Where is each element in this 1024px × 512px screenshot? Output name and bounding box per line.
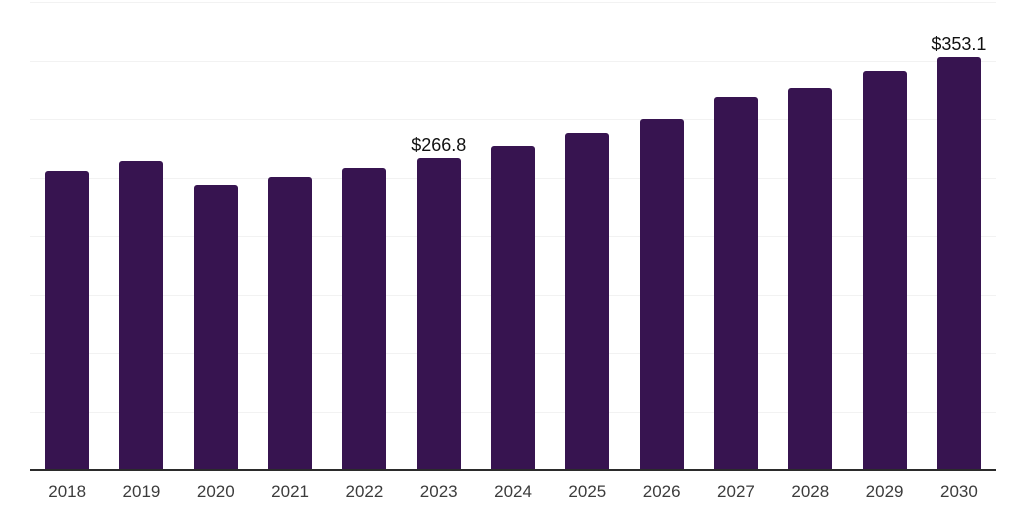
x-tick-2020: 2020 [196, 482, 235, 501]
bar-column-2025 [550, 2, 624, 470]
bar-2028 [788, 88, 833, 470]
gridline-300 [30, 119, 996, 120]
bar-2019 [119, 160, 164, 470]
x-axis-line [30, 469, 996, 471]
bar-column-2019 [104, 2, 178, 470]
bar-2021 [268, 177, 313, 470]
bar-2020 [193, 185, 238, 470]
x-tick-2028: 2028 [791, 482, 830, 501]
x-axis-tick-labels: 2018 2019 2020 2021 2022 2023 2024 2025 2026 2027… [30, 482, 996, 502]
bar-2018 [45, 171, 90, 470]
x-tick-2024: 2024 [494, 482, 532, 501]
bar-2023: $266.8 [411, 136, 466, 470]
plot-area: $266.8 $353.1 [30, 2, 996, 471]
bar-column-2020 [179, 2, 253, 470]
bar-column-2029 [847, 2, 921, 470]
bar-column-2026 [625, 2, 699, 470]
bar-column-2021 [253, 2, 327, 470]
bar-column-2018 [30, 2, 104, 470]
x-tick-2021: 2021 [271, 482, 309, 501]
x-tick-2025: 2025 [568, 482, 607, 501]
x-tick-2026: 2026 [642, 482, 681, 501]
bar-column-2027 [699, 2, 773, 470]
bars-layer: $266.8 $353.1 [30, 2, 996, 470]
bar-2024 [491, 145, 536, 470]
x-tick-2019: 2019 [122, 482, 161, 501]
x-tick-2022: 2022 [345, 482, 384, 501]
bar-column-2024 [476, 2, 550, 470]
x-tick-2018: 2018 [48, 482, 87, 501]
bar-2030: $353.1 [931, 35, 986, 470]
x-tick-2023: 2023 [419, 482, 458, 501]
gridline-350 [30, 60, 996, 62]
data-label-2030: $353.1 [931, 33, 987, 54]
bar-2027 [713, 96, 758, 470]
bar-2025 [565, 132, 610, 470]
bar-column-2023: $266.8 [402, 2, 476, 470]
gridline-400 [30, 2, 996, 3]
data-label-2023: $266.8 [411, 134, 467, 155]
bar-column-2022 [327, 2, 401, 470]
x-tick-2029: 2029 [865, 482, 904, 501]
bar-column-2028 [773, 2, 847, 470]
bar-2029 [862, 70, 907, 470]
x-tick-2030: 2030 [939, 482, 978, 501]
bar-2026 [639, 118, 684, 470]
bar-2022 [342, 168, 387, 470]
x-tick-2027: 2027 [717, 482, 755, 501]
bar-column-2030: $353.1 [922, 2, 996, 470]
